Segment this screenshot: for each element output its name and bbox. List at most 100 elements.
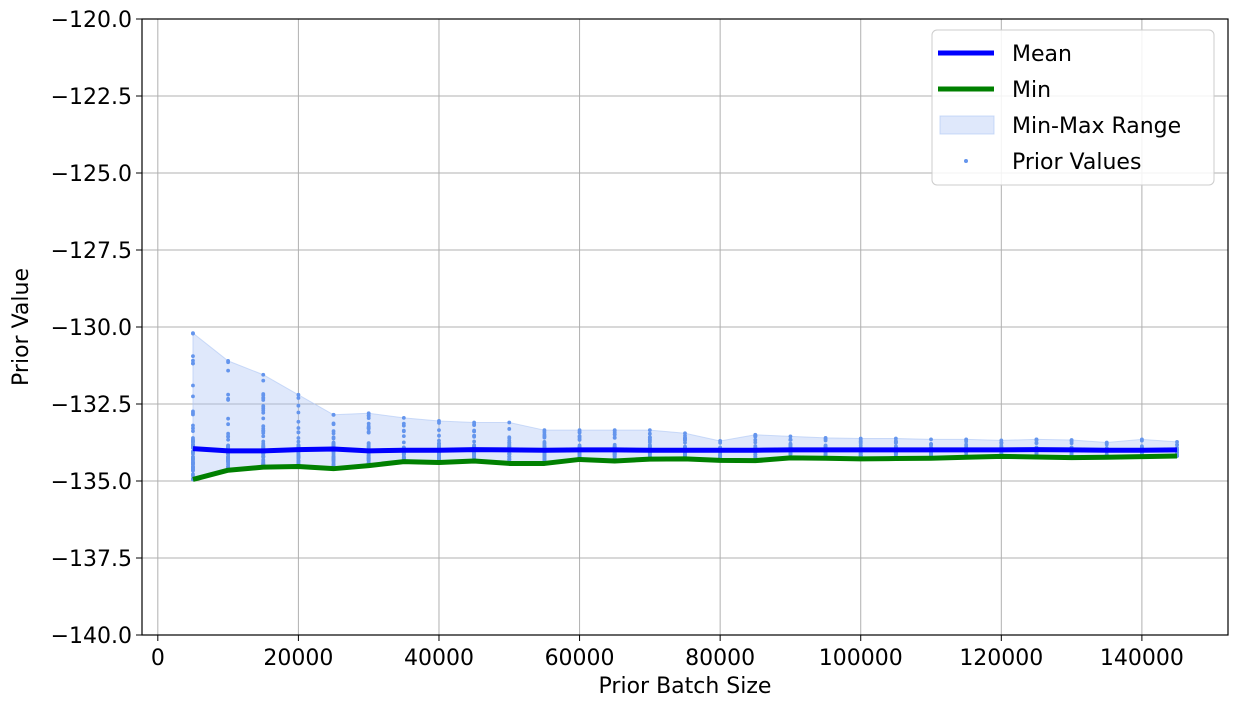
prior-value-point	[1104, 442, 1109, 447]
prior-value-point	[331, 431, 336, 436]
prior-value-point	[437, 438, 441, 443]
prior-value-point	[1175, 439, 1179, 444]
prior-value-point	[472, 433, 477, 438]
prior-value-point	[647, 451, 652, 456]
prior-value-point	[296, 459, 301, 464]
x-tick-label: 80000	[685, 646, 755, 671]
x-axis-title: Prior Batch Size	[599, 674, 772, 699]
min-line	[192, 453, 1178, 482]
x-tick-label: 140000	[1100, 646, 1184, 671]
prior-value-point	[261, 398, 266, 402]
prior-value-point	[401, 454, 406, 459]
prior-value-point	[823, 438, 828, 443]
legend-swatch-range	[939, 115, 995, 135]
prior-value-point	[226, 434, 231, 439]
prior-value-point	[366, 458, 371, 463]
x-tick-label: 120000	[959, 646, 1043, 671]
prior-value-point	[261, 454, 266, 459]
prior-value-point	[191, 467, 195, 472]
prior-value-point	[191, 361, 195, 366]
prior-value-point	[261, 378, 266, 383]
prior-value-point	[191, 464, 195, 469]
prior-value-point	[401, 428, 406, 433]
x-tick-label: 60000	[545, 646, 615, 671]
prior-value-point	[1034, 437, 1039, 442]
y-tick-label: −130.0	[51, 316, 132, 341]
prior-value-point	[401, 415, 406, 420]
prior-value-point	[191, 394, 195, 399]
prior-value-point	[331, 412, 336, 417]
prior-value-point	[893, 444, 898, 449]
legend-label: Prior Values	[1012, 150, 1141, 175]
prior-value-point	[366, 441, 371, 446]
prior-value-point	[366, 455, 371, 460]
prior-value-point	[191, 460, 195, 465]
y-tick-label: −140.0	[51, 624, 132, 649]
prior-value-point	[577, 437, 582, 442]
prior-value-point	[261, 392, 266, 396]
y-tick-label: −132.5	[51, 393, 132, 418]
x-tick-label: 20000	[263, 646, 333, 671]
prior-value-point	[331, 450, 336, 455]
prior-value-point	[261, 372, 266, 377]
x-tick-label: 0	[151, 646, 165, 671]
prior-value-point	[647, 435, 652, 440]
prior-value-point	[226, 360, 231, 365]
prior-value-point	[964, 439, 969, 444]
prior-value-point	[929, 441, 933, 446]
prior-value-point	[296, 396, 301, 400]
prior-value-point	[296, 430, 301, 435]
prior-value-point	[261, 404, 266, 408]
prior-value-point	[788, 437, 793, 442]
prior-value-point	[191, 426, 195, 431]
prior-value-point	[823, 452, 828, 457]
legend-swatch-points	[964, 159, 968, 163]
x-tick-label: 100000	[819, 646, 903, 671]
x-tick-label: 40000	[404, 646, 474, 671]
prior-value-point	[401, 440, 406, 445]
prior-value-point	[507, 457, 512, 462]
y-tick-label: −127.5	[51, 239, 132, 264]
prior-value-point	[999, 440, 1004, 445]
prior-value-point	[472, 423, 477, 428]
prior-value-point	[226, 396, 231, 401]
prior-value-point	[1069, 451, 1074, 456]
prior-value-point	[296, 410, 301, 415]
prior-value-point	[647, 428, 652, 433]
prior-value-point	[261, 428, 266, 433]
prior-value-point	[437, 428, 441, 433]
prior-value-point	[226, 431, 231, 436]
prior-value-point	[1139, 438, 1144, 443]
x-axis-ticks: 0 20000 40000 60000 80000 100000 120000 140000	[151, 635, 1184, 671]
y-tick-label: −122.5	[51, 85, 132, 110]
prior-value-point	[191, 409, 195, 414]
prior-value-point	[261, 410, 266, 415]
prior-value-point	[401, 421, 406, 426]
prior-value-point	[191, 358, 195, 363]
prior-value-point	[472, 428, 477, 433]
prior-value-point	[261, 444, 266, 449]
prior-value-point	[296, 403, 301, 408]
prior-value-point	[226, 452, 231, 457]
prior-value-point	[507, 427, 512, 431]
prior-value-point	[788, 434, 793, 439]
legend: Mean Min Min-Max Range Prior Values	[931, 29, 1215, 186]
prior-value-point	[929, 437, 933, 442]
prior-value-point	[226, 437, 231, 442]
prior-value-point	[261, 434, 266, 439]
prior-value-point	[191, 436, 195, 440]
prior-value-point	[542, 441, 547, 446]
prior-value-point	[366, 421, 371, 426]
prior-value-point	[191, 383, 195, 388]
prior-value-point	[753, 437, 758, 442]
prior-value-point	[1175, 442, 1179, 447]
prior-value-point	[437, 452, 441, 456]
prior-value-point	[331, 435, 336, 440]
prior-value-point	[296, 419, 301, 424]
prior-value-point	[226, 368, 231, 373]
legend-label: Mean	[1012, 42, 1072, 67]
prior-value-point	[191, 331, 195, 336]
prior-value-point	[191, 354, 195, 358]
prior-value-point	[296, 439, 301, 444]
